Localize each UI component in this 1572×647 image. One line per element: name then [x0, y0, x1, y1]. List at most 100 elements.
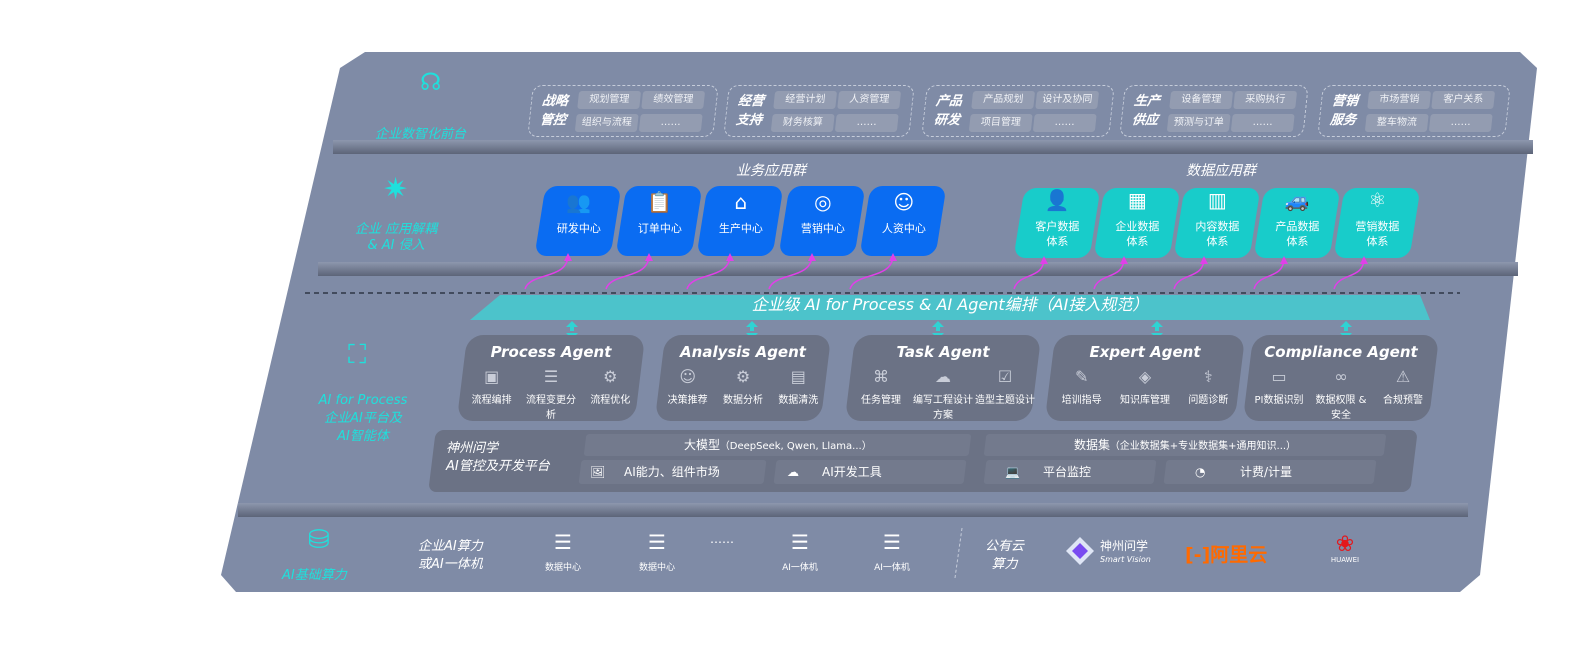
aliyun-logo: [-]阿里云 [1185, 540, 1267, 567]
agent-capability[interactable]: ⚕ 问题诊断 [1177, 367, 1240, 406]
market-icon: 🖼 [590, 465, 625, 479]
agent-card[interactable]: Compliance Agent ▭ PI数据识别 ∞ 数据权限 & 安全 ⚠ 合规预警 [1242, 335, 1440, 421]
connector-arrow [524, 254, 569, 290]
agent-capability[interactable]: ∞ 数据权限 & 安全 [1310, 367, 1371, 421]
public-compute-label: 公有云 算力 [985, 538, 1024, 574]
bidirectional-arrow [566, 321, 578, 339]
smart-vision-logo [1065, 536, 1095, 566]
gauge-icon: ◔ [1195, 465, 1240, 479]
connector-arrow [1093, 257, 1125, 290]
pencil-icon: ✎ [1074, 367, 1089, 386]
monitor-bar[interactable]: 💻 平台监控 [983, 460, 1157, 484]
bidirectional-arrow [932, 321, 944, 339]
vendor-en: Smart Vision [1100, 555, 1151, 564]
huawei-text: HUAWEI [1330, 556, 1360, 564]
capability-label: 数据分析 [722, 395, 763, 406]
arrow-head [808, 253, 816, 261]
agent-name: Expert Agent [1089, 343, 1201, 361]
llm-bar[interactable]: 大模型（DeepSeek, Qwen, Llama...） [583, 434, 972, 456]
agent-capability[interactable]: ⚙ 流程优化 [581, 367, 640, 421]
agent-capability[interactable]: ▤ 数据清洗 [771, 367, 826, 406]
capability-label: 流程编排 [471, 395, 512, 406]
network-icon: ⌘ [873, 367, 889, 386]
aliyun-text: 阿里云 [1210, 544, 1268, 566]
label-line: 企业AI算力 [418, 539, 483, 554]
banner-shape [470, 295, 1430, 320]
alert-icon: ⚠ [1395, 367, 1411, 386]
agent-card[interactable]: Analysis Agent ☺ 决策推荐 ⚙ 数据分析 ▤ 数据清洗 [654, 335, 832, 421]
capability-label: 编写工程设计方案 [913, 395, 973, 421]
smart-vision-text: 神州问学 Smart Vision [1100, 539, 1151, 567]
compute-layer-label: AI基础算力 [282, 568, 347, 583]
capability-label: 问题诊断 [1188, 395, 1229, 406]
billing-label: 计费/计量 [1239, 465, 1292, 479]
dataset-bar[interactable]: 数据集（企业数据集+专业数据集+通用知识...） [983, 434, 1387, 456]
apps-layer-label: 企业 应用解耦 & AI 侵入 [355, 222, 437, 254]
front-layer-label: 企业数智化前台 [375, 127, 467, 142]
label-line: 企业AI平台及 [324, 411, 402, 426]
arrow-head [1200, 256, 1208, 264]
agent-capability[interactable]: ◈ 知识库管理 [1114, 367, 1177, 406]
server-icon: ☰ [883, 530, 901, 554]
agent-card[interactable]: Process Agent ▣ 流程编排 ☰ 流程变更分析 ⚙ 流程优化 [456, 335, 646, 421]
private-compute-label: 企业AI算力 或AI一体机 [418, 538, 483, 574]
layer-divider [333, 140, 1533, 154]
cloud-icon: ☁ [935, 367, 951, 386]
llm-note: （DeepSeek, Qwen, Llama...） [719, 441, 872, 452]
arrow-head [726, 253, 734, 261]
aliyun-bracket-icon: [-] [1185, 544, 1211, 566]
connector-arrow [849, 254, 894, 290]
agent-capability[interactable]: ☁ 编写工程设计方案 [912, 367, 973, 421]
vendor-cn: 神州问学 [1100, 539, 1149, 553]
orchestration-banner: 企业级 AI for Process & AI Agent编排（AI接入规范） [751, 295, 1149, 314]
bidirectional-arrow [1340, 321, 1352, 339]
capability-label: 流程优化 [590, 395, 631, 406]
platform-title: 神州问学 AI管控及开发平台 [446, 440, 550, 476]
agent-capability[interactable]: ☑ 造型主题设计 [974, 367, 1035, 421]
agent-capability[interactable]: ⚙ 数据分析 [716, 367, 771, 406]
bidirectional-arrow [1151, 321, 1163, 339]
agent-name: Analysis Agent [680, 343, 806, 361]
connector-arrow [1013, 257, 1045, 290]
dataset-note: （企业数据集+专业数据集+通用知识...） [1109, 441, 1296, 452]
monitor-label: 平台监控 [1042, 465, 1091, 479]
capability-label: 任务管理 [861, 395, 901, 406]
database-icon: ⛁ [308, 525, 330, 555]
connector-arrow [768, 254, 813, 290]
ellipsis: …… [710, 532, 734, 546]
connector-arrow [1333, 257, 1365, 290]
billing-bar[interactable]: ◔ 计费/计量 [1163, 460, 1377, 484]
server-item: ☰ AI一体机 [773, 530, 827, 573]
layer-divider [318, 262, 1518, 276]
agent-capability[interactable]: ☰ 流程变更分析 [522, 367, 581, 421]
agent-card[interactable]: Task Agent ⌘ 任务管理 ☁ 编写工程设计方案 ☑ 造型主题设计 [844, 335, 1042, 421]
label-line: 公有云 [985, 539, 1025, 554]
arrow-head [645, 253, 653, 261]
agent-capability[interactable]: ✎ 培训指导 [1050, 367, 1113, 406]
agent-capability[interactable]: ▣ 流程编排 [462, 367, 521, 421]
agent-capability[interactable]: ☺ 决策推荐 [660, 367, 715, 406]
business-apps-title: 业务应用群 [736, 163, 806, 179]
capability-label: 培训指导 [1061, 395, 1102, 406]
arrow-head [564, 253, 572, 261]
agent-capability[interactable]: ⌘ 任务管理 [850, 367, 911, 421]
brain-icon: ☊ [420, 68, 442, 96]
workflow-icon: ▣ [484, 367, 500, 386]
platform-title-line: 神州问学 [446, 441, 499, 456]
ai-layer-label: AI for Process 企业AI平台及 AI智能体 [308, 392, 418, 446]
ai-market-bar[interactable]: 🖼 AI能力、组件市场 [578, 460, 767, 484]
capability-label: 数据权限 & 安全 [1315, 395, 1367, 421]
agent-capability[interactable]: ▭ PI数据识别 [1248, 367, 1309, 421]
server-item: ☰ 数据中心 [630, 530, 684, 573]
ai-devtools-bar[interactable]: ☁ AI开发工具 [773, 460, 967, 484]
label-line: 企业 应用解耦 [355, 222, 438, 237]
agent-capability[interactable]: ⚠ 合规预警 [1372, 367, 1433, 421]
document-icon: ▤ [790, 367, 806, 386]
devtools-icon: ☁ [787, 465, 822, 479]
agent-name: Process Agent [490, 343, 612, 361]
server-item: ☰ 数据中心 [536, 530, 590, 573]
capability-label: 造型主题设计 [975, 395, 1035, 406]
link-icon: ∞ [1334, 367, 1348, 386]
agent-card[interactable]: Expert Agent ✎ 培训指导 ◈ 知识库管理 ⚕ 问题诊断 [1044, 335, 1246, 421]
